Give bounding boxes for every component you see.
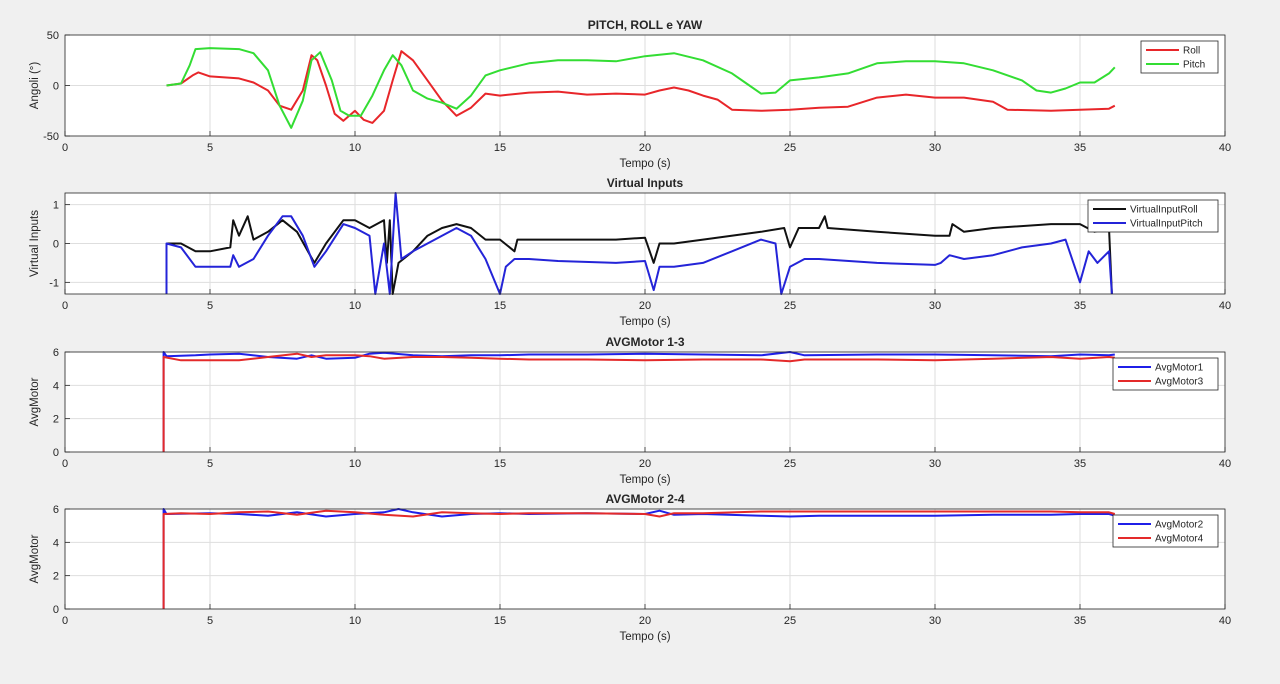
- x-tick-label: 5: [207, 142, 213, 154]
- y-tick-label: 1: [53, 200, 59, 212]
- chart-title: AVGMotor 2-4: [605, 492, 684, 506]
- x-tick-label: 0: [62, 142, 68, 154]
- x-tick-label: 5: [207, 458, 213, 470]
- y-tick-label: 6: [53, 347, 59, 359]
- x-tick-label: 25: [784, 458, 796, 470]
- x-tick-label: 20: [639, 142, 651, 154]
- y-tick-label: 0: [53, 81, 59, 93]
- y-tick-label: 6: [53, 504, 59, 516]
- y-tick-label: 50: [47, 30, 59, 42]
- x-tick-label: 25: [784, 300, 796, 312]
- chart-title: PITCH, ROLL e YAW: [588, 18, 703, 32]
- legend-box: [1112, 357, 1219, 391]
- y-axis-label: Angoli (°): [29, 62, 41, 110]
- x-tick-label: 10: [349, 615, 361, 627]
- x-tick-label: 15: [494, 142, 506, 154]
- x-axis-label: Tempo (s): [619, 474, 670, 486]
- series-line-pitch: [166, 47, 1116, 129]
- x-tick-label: 25: [784, 142, 796, 154]
- legend-label: AvgMotor2: [1155, 520, 1204, 531]
- legend-label: AvgMotor4: [1155, 534, 1204, 545]
- legend-label: AvgMotor3: [1155, 377, 1204, 388]
- legend-label: AvgMotor1: [1155, 363, 1204, 374]
- y-axis-label: AvgMotor: [29, 534, 41, 583]
- x-tick-label: 5: [207, 615, 213, 627]
- x-tick-label: 40: [1219, 458, 1231, 470]
- x-tick-label: 15: [494, 458, 506, 470]
- series-line-virtualinputroll: [166, 215, 1113, 295]
- x-tick-label: 30: [929, 615, 941, 627]
- x-tick-label: 0: [62, 615, 68, 627]
- legend: AvgMotor2 AvgMotor4: [1112, 514, 1219, 548]
- x-tick-label: 10: [349, 300, 361, 312]
- legend-label: VirtualInputPitch: [1130, 219, 1203, 230]
- y-tick-label: 4: [53, 537, 59, 549]
- legend: AvgMotor1 AvgMotor3: [1112, 357, 1219, 391]
- x-tick-label: 10: [349, 458, 361, 470]
- series-line-avgmotor4: [162, 509, 1116, 609]
- y-tick-label: 4: [53, 380, 59, 392]
- x-axis-label: Tempo (s): [619, 316, 670, 328]
- series-line-avgmotor1: [162, 351, 1115, 452]
- y-tick-label: -50: [43, 131, 59, 143]
- x-tick-label: 20: [639, 458, 651, 470]
- y-axis-label: Virtual Inputs: [29, 210, 41, 277]
- legend-label: Roll: [1183, 46, 1200, 57]
- x-tick-label: 35: [1074, 142, 1086, 154]
- x-tick-label: 40: [1219, 615, 1231, 627]
- x-tick-label: 0: [62, 300, 68, 312]
- axes-4: 0 5 10 15 20 25 30 35 40 0 2 4 6 AVGMotor 2-4 Tempo (s…: [29, 492, 1231, 643]
- legend-label: Pitch: [1183, 60, 1205, 71]
- legend-box: [1087, 199, 1219, 233]
- y-axis-label: AvgMotor: [29, 377, 41, 426]
- y-tick-label: 2: [53, 414, 59, 426]
- x-tick-label: 5: [207, 300, 213, 312]
- legend: Roll Pitch: [1140, 40, 1219, 74]
- chart-title: AVGMotor 1-3: [605, 335, 684, 349]
- series-line-avgmotor3: [162, 352, 1115, 452]
- legend-label: VirtualInputRoll: [1130, 205, 1198, 216]
- x-tick-label: 15: [494, 615, 506, 627]
- y-tick-label: -1: [49, 277, 59, 289]
- x-tick-label: 40: [1219, 142, 1231, 154]
- x-tick-label: 35: [1074, 300, 1086, 312]
- axes-3: 0 5 10 15 20 25 30 35 40 0 2 4 6 AVGMotor 1-3 Tempo (s…: [29, 335, 1231, 486]
- x-axis-label: Tempo (s): [619, 631, 670, 643]
- x-tick-label: 30: [929, 458, 941, 470]
- chart-title: Virtual Inputs: [607, 176, 684, 190]
- x-tick-label: 25: [784, 615, 796, 627]
- x-tick-label: 15: [494, 300, 506, 312]
- x-tick-label: 0: [62, 458, 68, 470]
- x-tick-label: 10: [349, 142, 361, 154]
- legend-box: [1112, 514, 1219, 548]
- x-tick-label: 30: [929, 142, 941, 154]
- x-tick-label: 20: [639, 300, 651, 312]
- x-tick-label: 30: [929, 300, 941, 312]
- x-tick-label: 40: [1219, 300, 1231, 312]
- x-axis-label: Tempo (s): [619, 158, 670, 170]
- x-tick-label: 35: [1074, 458, 1086, 470]
- y-tick-label: 2: [53, 571, 59, 583]
- legend: VirtualInputRoll VirtualInputPitch: [1087, 199, 1219, 233]
- x-tick-label: 35: [1074, 615, 1086, 627]
- series-line-virtualinputpitch: [165, 192, 1113, 295]
- legend-box: [1140, 40, 1219, 74]
- y-tick-label: 0: [53, 604, 59, 616]
- y-tick-label: 0: [53, 447, 59, 459]
- y-tick-label: 0: [53, 239, 59, 251]
- x-tick-label: 20: [639, 615, 651, 627]
